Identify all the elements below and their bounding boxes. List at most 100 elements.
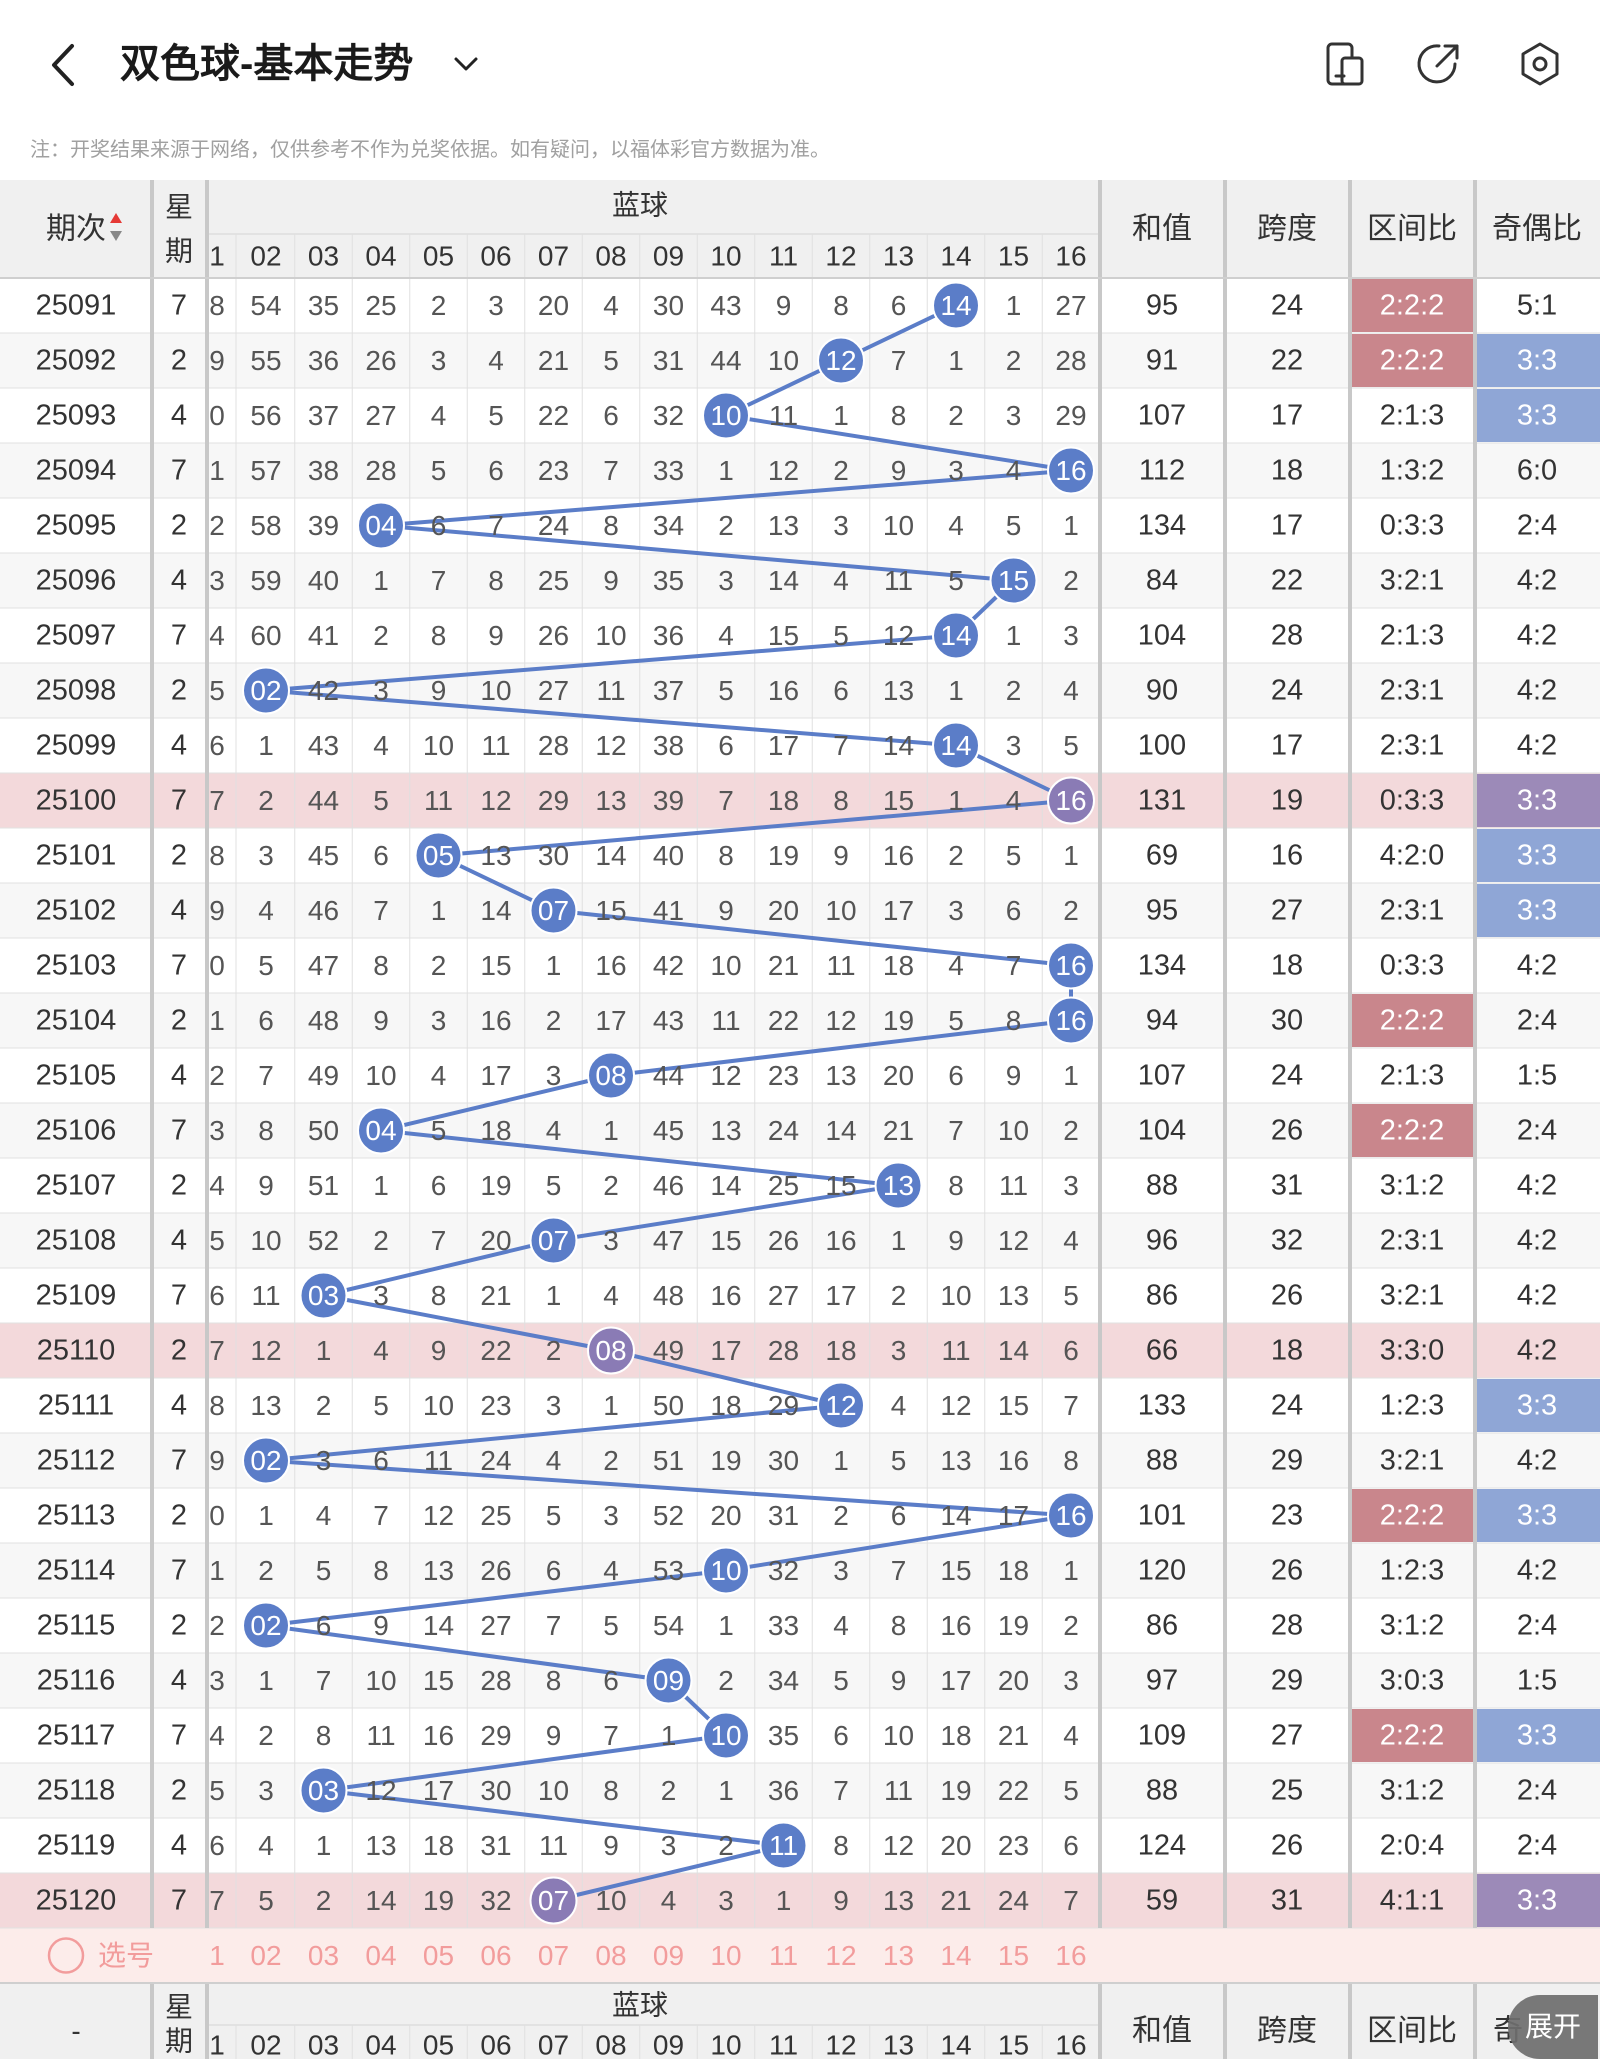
table-row[interactable]: 25107 2 4 9 51 1 6 19 5 2 46 14 25 15 13 8 11 3 88 31 3:1:2 4… <box>36 1161 1557 1210</box>
sort-up-icon[interactable] <box>110 213 122 223</box>
select-number-option[interactable]: 1 <box>209 1940 225 1971</box>
sum-cell: 133 <box>1138 1390 1186 1422</box>
missing-count-cell: 5 <box>891 1445 907 1476</box>
table-row[interactable]: 25116 4 3 1 7 10 15 28 8 6 09 2 34 5 9 17 20 3 97 29 3:0:3 1:… <box>37 1656 1557 1705</box>
blue-ball-hit <box>702 1711 750 1760</box>
missing-count-cell: 55 <box>250 345 281 376</box>
table-row[interactable]: 25115 2 2 02 6 9 14 27 7 5 54 1 33 4 8 16 19 2 86 28 3:1:2 2:… <box>37 1601 1557 1650</box>
share-icon[interactable] <box>1415 40 1463 88</box>
period-cell: 25120 <box>36 1885 117 1917</box>
missing-count-cell: 13 <box>423 1555 454 1586</box>
missing-count-cell: 7 <box>316 1665 332 1696</box>
select-number-option[interactable]: 06 <box>480 1940 511 1971</box>
missing-count-cell: 2 <box>373 1225 389 1256</box>
select-number-option[interactable]: 11 <box>769 1940 798 1971</box>
missing-count-cell: 27 <box>480 1610 511 1641</box>
table-row[interactable]: 25106 7 3 8 50 04 5 18 4 1 45 13 24 14 21 7 10 2 104 26 2:2:… <box>36 1106 1557 1155</box>
bottom-header-period: - <box>71 2016 80 2047</box>
weekday-cell: 7 <box>171 620 187 652</box>
select-number-option[interactable]: 07 <box>538 1940 569 1971</box>
select-number-option[interactable]: 04 <box>365 1940 396 1971</box>
select-number-option[interactable]: 08 <box>595 1940 626 1971</box>
missing-count-cell: 2 <box>833 1500 849 1531</box>
expand-button[interactable]: 展开 <box>1508 1995 1598 2059</box>
table-row[interactable]: 25119 4 6 4 1 13 18 31 11 9 3 2 11 8 12 20 23 6 124 26 2:0:4… <box>37 1821 1557 1870</box>
span-cell: 25 <box>1271 1775 1303 1807</box>
table-row[interactable]: 25112 7 9 02 3 6 11 24 4 2 51 19 30 1 5 13 16 8 88 29 3:2:1 4… <box>37 1436 1557 1485</box>
missing-count-cell: 5 <box>1006 510 1022 541</box>
table-row[interactable]: 25098 2 5 02 42 3 9 10 27 11 37 5 16 6 13 1 2 4 90 24 2:3:1 4… <box>36 666 1557 715</box>
table-row[interactable]: 25117 7 4 2 8 11 16 29 9 7 1 10 35 6 10 18 21 4 109 27 2:2:2… <box>37 1711 1557 1760</box>
missing-count-cell: 13 <box>710 1115 741 1146</box>
select-number-option[interactable]: 05 <box>423 1940 454 1971</box>
table-row[interactable]: 25101 2 8 3 45 6 05 13 30 14 40 8 19 9 16 2 5 1 69 16 4:2:0 3… <box>36 831 1557 880</box>
missing-count-cell: 4 <box>833 565 849 596</box>
missing-count-cell: 8 <box>209 840 225 871</box>
table-row[interactable]: 25120 7 7 5 2 14 19 32 07 10 4 3 1 9 13 21 24 7 59 31 4:1:1 3… <box>36 1876 1557 1925</box>
table-row-bg <box>0 1708 1600 1763</box>
missing-count-cell: 7 <box>603 455 619 486</box>
select-number-option[interactable]: 02 <box>250 1940 281 1971</box>
select-number-option[interactable]: 13 <box>883 1940 914 1971</box>
select-number-option[interactable]: 14 <box>940 1940 971 1971</box>
table-row[interactable]: 25111 4 8 13 2 5 10 23 3 1 50 18 29 12 4 12 15 7 133 24 1:2:… <box>38 1381 1557 1430</box>
select-number-option[interactable]: 12 <box>825 1940 856 1971</box>
missing-count-cell: 13 <box>768 510 799 541</box>
table-row[interactable]: 25110 2 7 12 1 4 9 22 2 08 49 17 28 18 3 11 14 6 66 18 3:3:0… <box>37 1326 1557 1375</box>
table-row[interactable]: 25097 7 4 60 41 2 8 9 26 10 36 4 15 5 12 14 1 3 104 28 2:1:3… <box>36 611 1557 660</box>
select-number-option[interactable]: 03 <box>308 1940 339 1971</box>
select-radio-icon[interactable] <box>47 1937 85 1974</box>
table-row[interactable]: 25096 4 3 59 40 1 7 8 25 9 35 3 14 4 11 5 15 2 84 22 3:2:1 4:… <box>36 556 1557 605</box>
select-number-option[interactable]: 15 <box>998 1940 1029 1971</box>
blue-ball-hit <box>242 666 290 715</box>
back-arrow-icon[interactable] <box>42 40 86 90</box>
select-number-option[interactable]: 10 <box>710 1940 741 1971</box>
table-row[interactable]: 25094 7 1 57 38 28 5 6 23 7 33 1 12 2 9 3 4 16 112 18 1:3:2 6… <box>36 446 1557 495</box>
missing-count-cell: 2 <box>431 950 447 981</box>
table-row[interactable]: 25113 2 0 1 4 7 12 25 5 3 52 20 31 2 6 14 17 16 101 23 2:2:2… <box>37 1491 1557 1540</box>
table-row[interactable]: 25092 2 9 55 36 26 3 4 21 5 31 44 10 12 7 1 2 28 91 22 2:2:2… <box>36 336 1557 385</box>
select-number-option[interactable]: 09 <box>653 1940 684 1971</box>
table-row[interactable]: 25103 7 0 5 47 8 2 15 1 16 42 10 21 11 18 4 7 16 134 18 0:3:… <box>36 941 1557 990</box>
missing-count-cell: 16 <box>595 950 626 981</box>
weekday-cell: 2 <box>171 1170 187 1202</box>
missing-count-cell: 54 <box>653 1610 684 1641</box>
missing-count-cell: 46 <box>653 1170 684 1201</box>
table-row[interactable]: 25100 7 7 2 44 5 11 12 29 13 39 7 18 8 15 1 4 16 131 19 0:3:… <box>36 776 1557 825</box>
select-number-label[interactable]: 选号 <box>98 1940 154 1971</box>
missing-count-cell: 13 <box>825 1060 856 1091</box>
period-cell: 25113 <box>37 1500 116 1532</box>
missing-count-cell: 12 <box>883 1830 914 1861</box>
missing-count-cell: 11 <box>769 400 798 431</box>
missing-count-cell: 16 <box>480 1005 511 1036</box>
table-row[interactable]: 25109 7 6 11 03 3 8 21 1 4 48 16 27 17 2 10 13 5 86 26 3:2:1… <box>36 1271 1557 1320</box>
odd-even-cell: 1:5 <box>1517 1060 1557 1092</box>
page-title[interactable]: 双色球-基本走势 <box>120 42 414 86</box>
layout-toggle-icon[interactable] <box>1320 40 1368 88</box>
table-row[interactable]: 25095 2 2 58 39 04 6 7 24 8 34 2 13 3 10 4 5 1 134 17 0:3:3 2… <box>36 501 1557 550</box>
zone-ratio-cell: 2:1:3 <box>1380 620 1445 652</box>
table-row[interactable]: 25093 4 0 56 37 27 4 5 22 6 32 10 11 1 8 2 3 29 107 17 2:1:3… <box>36 391 1557 440</box>
sort-down-icon[interactable] <box>110 231 122 241</box>
blue-ball-hit <box>529 1876 578 1925</box>
table-row[interactable]: 25104 2 1 6 48 9 3 16 2 17 43 11 22 12 19 5 8 16 94 30 2:2:2… <box>36 996 1557 1045</box>
zone-ratio-cell: 3:0:3 <box>1380 1665 1445 1697</box>
table-row[interactable]: 25118 2 5 3 03 12 17 30 10 8 2 1 36 7 11 19 22 5 88 25 3:1:2… <box>37 1766 1557 1815</box>
table-row[interactable]: 25108 4 5 10 52 2 7 20 07 3 47 15 26 16 1 9 12 4 96 32 2:3:1… <box>36 1216 1557 1265</box>
blue-number-header: 11 <box>769 241 798 272</box>
table-row[interactable]: 25105 4 2 7 49 10 4 17 3 08 44 12 23 13 20 6 9 1 107 24 2:1:… <box>36 1051 1557 1100</box>
table-row[interactable]: 25114 7 1 2 5 8 13 26 6 4 53 10 32 3 7 15 18 1 120 26 1:2:3 4… <box>37 1546 1557 1595</box>
zone-ratio-cell: 2:2:2 <box>1380 1720 1445 1752</box>
missing-count-cell: 5 <box>1063 1280 1079 1311</box>
table-row[interactable]: 25102 4 9 4 46 7 1 14 07 15 41 9 20 10 17 3 6 2 95 27 2:3:1 3… <box>36 886 1557 935</box>
column-header-period[interactable]: 期次 <box>46 213 106 246</box>
select-number-option[interactable]: 16 <box>1055 1940 1086 1971</box>
missing-count-cell: 5 <box>603 345 619 376</box>
odd-even-highlight <box>1477 774 1600 827</box>
weekday-cell: 4 <box>171 1830 187 1862</box>
settings-icon[interactable] <box>1516 40 1564 88</box>
chevron-down-icon[interactable] <box>450 48 482 80</box>
table-row[interactable]: 25099 4 6 1 43 4 10 11 28 12 38 6 17 7 14 14 3 5 100 17 2:3:… <box>36 721 1557 770</box>
zone-ratio-cell: 2:2:2 <box>1380 1005 1445 1037</box>
table-row[interactable]: 25091 7 8 54 35 25 2 3 20 4 30 43 9 8 6 14 1 27 95 24 2:2:2 5… <box>36 281 1557 330</box>
